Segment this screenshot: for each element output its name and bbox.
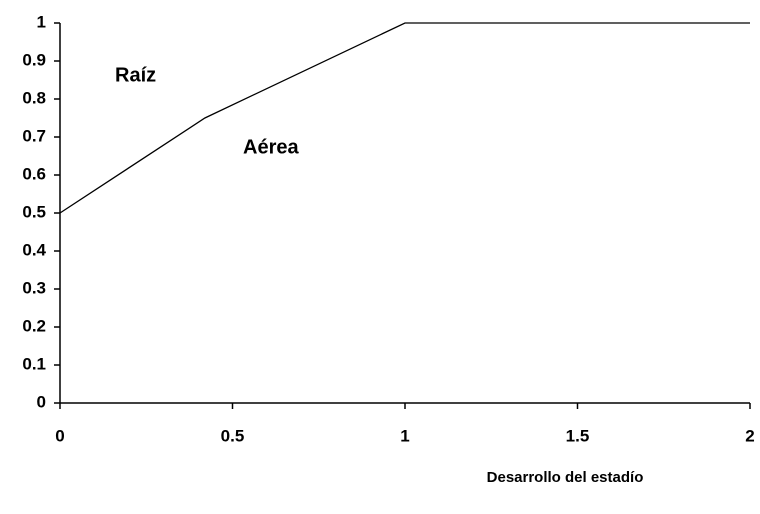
y-tick-label: 0 xyxy=(37,392,46,411)
x-tick-label: 0.5 xyxy=(221,426,245,445)
x-tick-label: 1 xyxy=(400,426,409,445)
x-tick-label: 1.5 xyxy=(566,426,590,445)
annotation: Raíz xyxy=(115,64,156,86)
x-axis-label: Desarrollo del estadío xyxy=(487,469,644,486)
y-tick-label: 0.5 xyxy=(22,202,46,221)
y-tick-label: 0.7 xyxy=(22,126,46,145)
y-tick-label: 0.8 xyxy=(22,88,46,107)
data-line xyxy=(59,22,750,214)
x-tick-label: 0 xyxy=(55,426,64,445)
x-tick-label: 2 xyxy=(745,426,754,445)
y-tick-label: 0.9 xyxy=(22,50,46,69)
y-tick-label: 0.3 xyxy=(22,278,46,297)
y-tick-label: 0.6 xyxy=(22,164,46,183)
y-tick-label: 1 xyxy=(37,12,46,31)
y-tick-label: 0.2 xyxy=(22,316,46,335)
annotation: Aérea xyxy=(243,136,299,158)
y-tick-label: 0.4 xyxy=(22,240,46,259)
y-tick-label: 0.1 xyxy=(22,354,46,373)
